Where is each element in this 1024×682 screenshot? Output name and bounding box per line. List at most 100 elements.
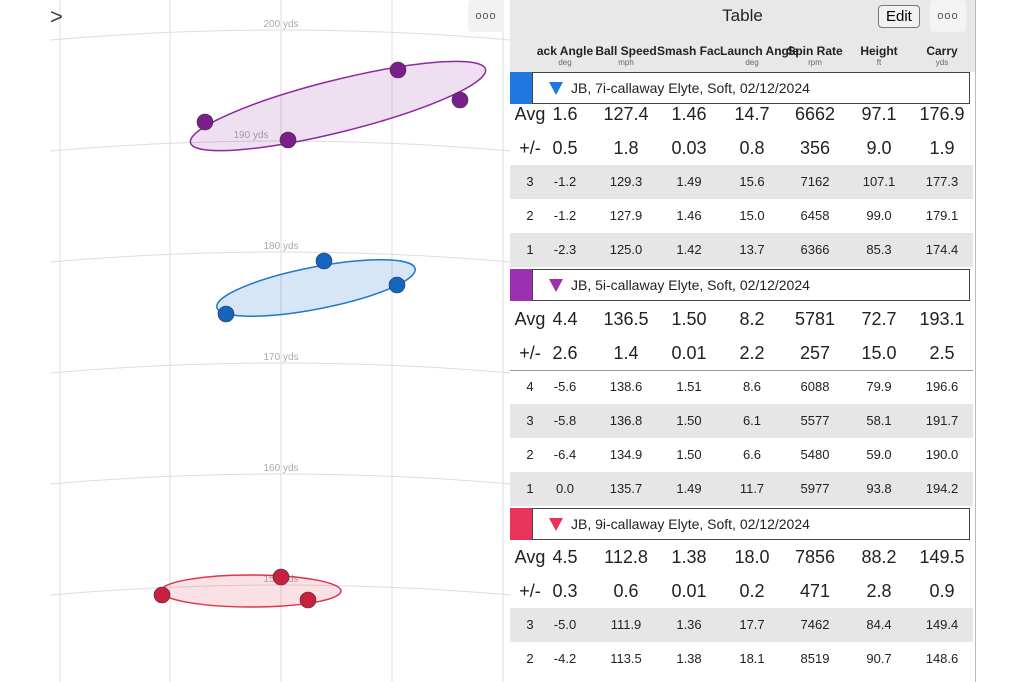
cell: -4.2 xyxy=(553,651,577,666)
cell: 8519 xyxy=(800,651,830,666)
cell: 13.7 xyxy=(739,242,765,257)
shot-row[interactable]: 2 -4.2 113.5 1.38 18.1 8519 90.7 148.6 xyxy=(510,642,973,676)
cell: Avg xyxy=(514,547,546,567)
shot-row[interactable]: 3 -5.8 136.8 1.50 6.1 5577 58.1 191.7 xyxy=(510,404,973,438)
column-unit: rpm xyxy=(808,58,822,67)
column-header[interactable]: Spin Rate rpm xyxy=(783,44,847,67)
cell: 135.7 xyxy=(609,481,643,496)
shot-point xyxy=(315,252,333,270)
cell: 11.7 xyxy=(739,481,765,496)
cell: 0.3 xyxy=(552,581,578,601)
distance-label: 160 yds xyxy=(263,463,298,474)
cell: 0.8 xyxy=(739,138,765,158)
club-group-label: JB, 5i-callaway Elyte, Soft, 02/12/2024 xyxy=(532,269,970,301)
cell: 5577 xyxy=(800,413,830,428)
club-group-header[interactable]: JB, 9i-callaway Elyte, Soft, 02/12/2024 xyxy=(510,508,973,540)
avg-row[interactable]: Avg 4.5 112.8 1.38 18.0 7856 88.2 149.5 xyxy=(510,540,973,574)
shot-row[interactable]: 1 0.0 135.7 1.49 11.7 5977 93.8 194.2 xyxy=(510,472,973,506)
cell: 88.2 xyxy=(861,547,897,567)
cell: 1.42 xyxy=(676,242,702,257)
column-name: Launch Angle xyxy=(720,44,799,58)
cell: 149.4 xyxy=(925,617,959,632)
cell: 190.0 xyxy=(925,447,959,462)
avg-row[interactable]: Avg 1.6 127.4 1.46 14.7 6662 97.1 176.9 xyxy=(510,97,973,131)
shot-row[interactable]: 1 -2.3 125.0 1.42 13.7 6366 85.3 174.4 xyxy=(510,233,973,267)
cell: 0.0 xyxy=(555,481,575,496)
cell: 1.38 xyxy=(671,547,707,567)
cell: 72.7 xyxy=(861,309,897,329)
cell: 6088 xyxy=(800,379,830,394)
spread-row[interactable]: +/- 0.5 1.8 0.03 0.8 356 9.0 1.9 xyxy=(510,131,973,166)
cell: 193.1 xyxy=(919,309,965,329)
distance-label: 180 yds xyxy=(263,241,298,252)
cell: 4.5 xyxy=(552,547,578,567)
column-header[interactable]: ack Angle deg xyxy=(533,44,597,67)
distance-label: 190 yds xyxy=(233,130,268,141)
column-header[interactable]: Smash Fac. xyxy=(657,44,724,58)
cell: 1 xyxy=(526,481,534,496)
expand-chevron-icon[interactable]: > xyxy=(50,4,63,29)
cell: 149.5 xyxy=(919,547,965,567)
cell: 1.50 xyxy=(671,309,707,329)
cell: 111.9 xyxy=(610,617,642,632)
shot-row[interactable]: 4 -5.6 138.6 1.51 8.6 6088 79.9 196.6 xyxy=(510,370,973,404)
cell: 15.0 xyxy=(739,208,765,223)
cell: 5480 xyxy=(800,447,830,462)
column-unit: mph xyxy=(618,58,634,67)
avg-row[interactable]: Avg 4.4 136.5 1.50 8.2 5781 72.7 193.1 xyxy=(510,302,973,336)
cell: 136.5 xyxy=(603,309,649,329)
cell: 1.4 xyxy=(613,343,639,363)
club-group-header[interactable]: JB, 7i-callaway Elyte, Soft, 02/12/2024 xyxy=(510,72,973,104)
shot-point xyxy=(299,591,317,609)
column-header[interactable]: Launch Angle deg xyxy=(720,44,799,67)
cell: 6.1 xyxy=(742,413,762,428)
cell: 0.9 xyxy=(929,581,955,601)
group-label-text: JB, 9i-callaway Elyte, Soft, 02/12/2024 xyxy=(571,516,810,532)
shot-row[interactable]: 2 -1.2 127.9 1.46 15.0 6458 99.0 179.1 xyxy=(510,199,973,233)
cell: 6366 xyxy=(800,242,830,257)
shot-point xyxy=(388,276,406,294)
shot-row[interactable]: 3 -1.2 129.3 1.49 15.6 7162 107.1 177.3 xyxy=(510,165,973,199)
cell: 1.6 xyxy=(552,104,578,124)
table-header: Table Edit ooo ack Angle deg Ball Speed mph… xyxy=(510,0,975,72)
cell: 2.5 xyxy=(929,343,955,363)
cell: 1.51 xyxy=(676,379,702,394)
cell: 2.6 xyxy=(552,343,578,363)
spread-row[interactable]: +/- 2.6 1.4 0.01 2.2 257 15.0 2.5 xyxy=(510,336,973,371)
cell: 84.4 xyxy=(866,617,892,632)
collapse-triangle-icon[interactable] xyxy=(549,279,563,292)
cell: 85.3 xyxy=(866,242,892,257)
collapse-triangle-icon[interactable] xyxy=(549,82,563,95)
cell: 8.2 xyxy=(739,309,765,329)
cell: +/- xyxy=(519,138,541,158)
cell: 194.2 xyxy=(925,481,959,496)
collapse-triangle-icon[interactable] xyxy=(549,518,563,531)
club-group-header[interactable]: JB, 5i-callaway Elyte, Soft, 02/12/2024 xyxy=(510,269,973,301)
shot-row[interactable]: 2 -6.4 134.9 1.50 6.6 5480 59.0 190.0 xyxy=(510,438,973,472)
edit-button[interactable]: Edit xyxy=(878,5,920,28)
cell: 1.36 xyxy=(676,617,702,632)
table-more-button[interactable]: ooo xyxy=(930,0,966,32)
shot-row[interactable]: 3 -5.0 111.9 1.36 17.7 7462 84.4 149.4 xyxy=(510,608,973,642)
column-header[interactable]: Height ft xyxy=(847,44,911,67)
column-name: Height xyxy=(860,44,898,58)
plot-canvas: 200 yds 190 yds 180 yds 170 yds 160 yds … xyxy=(49,0,510,682)
shot-point xyxy=(389,61,407,79)
column-header[interactable]: Carry yds xyxy=(910,44,974,67)
cell: 0.5 xyxy=(552,138,578,158)
cell: -5.6 xyxy=(553,379,577,394)
plot-more-button[interactable]: ooo xyxy=(468,0,504,32)
cell: 90.7 xyxy=(866,651,892,666)
dispersion-plot[interactable]: 200 yds 190 yds 180 yds 170 yds 160 yds … xyxy=(0,0,510,682)
club-color-swatch xyxy=(510,72,532,104)
shot-point xyxy=(279,131,297,149)
cell: -5.8 xyxy=(553,413,577,428)
column-header[interactable]: Ball Speed mph xyxy=(594,44,658,67)
cell: 93.8 xyxy=(866,481,892,496)
cell: 2 xyxy=(526,208,534,223)
column-name: Ball Speed xyxy=(595,44,657,58)
cell: -5.0 xyxy=(553,617,577,632)
cell: 112.8 xyxy=(604,547,648,567)
cell: 15.0 xyxy=(861,343,897,363)
spread-row[interactable]: +/- 0.3 0.6 0.01 0.2 471 2.8 0.9 xyxy=(510,574,973,609)
